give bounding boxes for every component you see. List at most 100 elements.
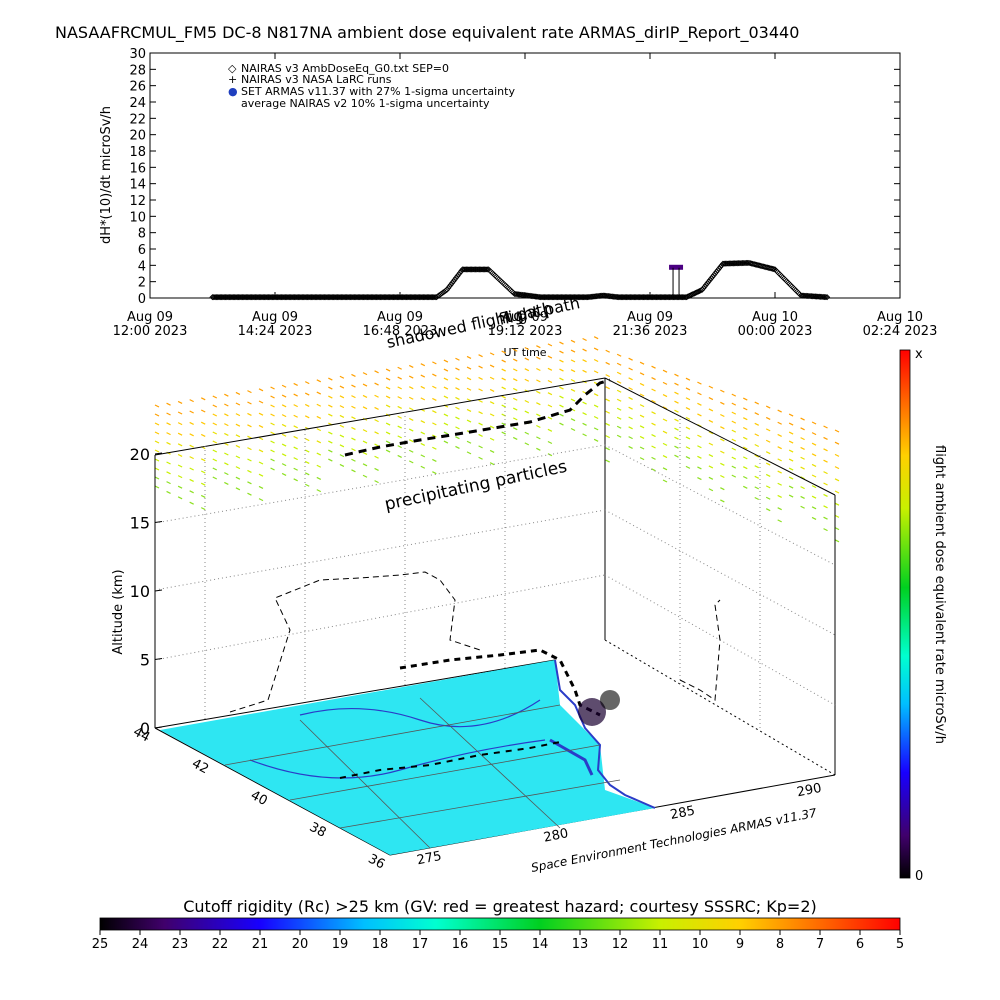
particle-mark	[258, 473, 264, 477]
nairas-point	[685, 292, 693, 300]
particle-mark	[651, 422, 656, 426]
nairas-point	[450, 278, 457, 285]
particle-mark	[628, 367, 633, 371]
nairas-point	[374, 294, 381, 301]
nairas-point	[428, 294, 435, 301]
particle-mark	[339, 424, 345, 428]
rc-tick-label: 25	[92, 937, 109, 952]
particle-mark	[374, 431, 379, 435]
particle-mark	[374, 455, 379, 459]
particle-mark	[154, 449, 160, 453]
particle-mark	[466, 355, 472, 360]
nairas-point	[566, 294, 573, 301]
particle-mark	[397, 366, 402, 370]
particle-mark	[478, 433, 483, 438]
particle-mark	[570, 359, 576, 363]
nairas-point	[297, 294, 305, 301]
particle-mark	[720, 426, 725, 430]
nairas-point	[816, 293, 823, 300]
nairas-point	[709, 273, 716, 280]
nairas-point	[230, 294, 237, 301]
nairas-point	[618, 294, 625, 301]
particle-mark	[547, 428, 553, 432]
nairas-point	[652, 294, 659, 301]
particle-mark	[420, 397, 426, 401]
particle-mark	[651, 434, 656, 438]
particle-mark	[616, 362, 622, 366]
particle-mark	[478, 365, 483, 369]
particle-mark	[177, 475, 183, 479]
legend-symbol-plus: +	[228, 73, 237, 86]
particle-mark	[834, 429, 840, 433]
particle-mark	[247, 424, 252, 428]
particle-mark	[247, 390, 252, 394]
particle-mark	[397, 454, 402, 458]
particle-mark	[247, 469, 252, 473]
particle-mark	[662, 381, 668, 385]
particle-mark	[570, 398, 576, 402]
particle-mark	[281, 384, 287, 388]
nairas-point	[696, 287, 703, 295]
nairas-point	[239, 294, 246, 301]
particle-mark	[281, 394, 287, 398]
nairas-point	[425, 294, 432, 301]
nairas-point	[622, 294, 629, 301]
particle-mark	[258, 400, 264, 404]
particle-mark	[455, 426, 460, 430]
latitude-tick-label: 40	[248, 788, 270, 809]
particle-mark	[593, 358, 599, 363]
particle-mark	[765, 485, 771, 489]
particle-mark	[593, 438, 599, 442]
particle-mark	[616, 371, 622, 375]
nairas-point	[567, 294, 574, 301]
nairas-point	[340, 294, 348, 301]
particle-mark	[443, 359, 449, 363]
particle-mark	[351, 469, 356, 473]
nairas-point	[540, 294, 547, 301]
particle-mark	[582, 422, 587, 426]
particle-mark	[605, 374, 610, 378]
particle-mark	[385, 368, 391, 372]
x-tick-label-date: Aug 09	[502, 310, 548, 325]
nairas-point	[238, 294, 245, 301]
particle-mark	[489, 364, 495, 368]
particle-mark	[674, 418, 679, 422]
particle-mark	[293, 457, 298, 461]
particle-mark	[570, 427, 576, 432]
particle-mark	[177, 485, 183, 489]
cutoff-rigidity-title: Cutoff rigidity (Rc) >25 km (GV: red = g…	[183, 897, 817, 916]
nairas-point	[541, 294, 548, 301]
particle-mark	[754, 401, 760, 405]
nairas-point	[475, 266, 482, 273]
particle-mark	[443, 431, 449, 435]
particle-mark	[536, 345, 541, 349]
particle-mark	[304, 381, 310, 385]
y-tick-label: 24	[129, 96, 146, 111]
nairas-point	[799, 292, 806, 299]
nairas-point	[292, 294, 299, 301]
nairas-point	[455, 271, 462, 278]
particle-mark	[293, 435, 298, 439]
nairas-point	[411, 294, 418, 301]
particle-mark	[408, 407, 414, 411]
particle-mark	[754, 486, 760, 490]
nairas-point	[454, 273, 461, 280]
nairas-point	[373, 294, 380, 301]
nairas-point	[394, 294, 401, 301]
nairas-point	[316, 294, 323, 301]
particle-mark	[524, 431, 530, 435]
particle-mark	[582, 359, 587, 363]
rc-tick-label: 16	[452, 937, 469, 952]
particle-mark	[777, 482, 782, 486]
particle-mark	[708, 442, 714, 446]
particle-mark	[420, 374, 426, 378]
particle-mark	[823, 436, 828, 440]
particle-mark	[743, 475, 748, 480]
particle-mark	[432, 471, 437, 475]
particle-mark	[777, 519, 782, 523]
particle-mark	[765, 416, 771, 421]
particle-mark	[339, 385, 345, 389]
y-tick-label: 14	[129, 178, 146, 193]
particle-mark	[731, 429, 737, 433]
particle-mark	[811, 485, 817, 489]
